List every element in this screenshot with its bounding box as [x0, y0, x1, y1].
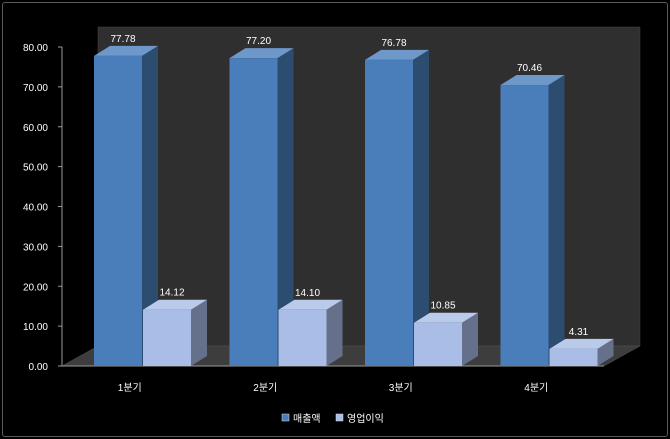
bar-top-profit: [143, 299, 207, 310]
bar-revenue: [94, 55, 142, 367]
y-tick-label: 50.00: [23, 163, 48, 174]
data-label: 76.78: [381, 38, 406, 49]
bar-side-profit: [191, 299, 207, 366]
y-tick-label: 70.00: [23, 83, 48, 94]
data-label: 14.12: [159, 288, 184, 299]
x-tick-label: 2분기: [253, 382, 277, 394]
data-label: 70.46: [517, 63, 542, 74]
y-tick-label: 10.00: [23, 322, 48, 333]
x-tick-label: 3분기: [389, 382, 413, 394]
legend-label-revenue: 매출액: [293, 413, 321, 425]
bar-side-profit: [597, 338, 614, 366]
bar-top-revenue: [229, 48, 294, 59]
bar-side-revenue: [277, 48, 294, 366]
bar-side-profit: [326, 299, 343, 366]
bar-profit: [143, 309, 191, 366]
data-label: 77.78: [110, 34, 135, 45]
bar-profit: [549, 348, 598, 366]
bar-side-revenue: [413, 49, 429, 366]
y-tick-label: 0.00: [29, 362, 49, 373]
bar-top-revenue: [94, 45, 158, 56]
bar-profit: [414, 322, 462, 366]
y-tick-label: 60.00: [23, 123, 48, 134]
bar-side-revenue: [142, 45, 158, 367]
bar-top-profit: [278, 299, 343, 310]
y-tick-label: 30.00: [23, 242, 48, 253]
y-tick-label: 80.00: [23, 43, 48, 54]
bar-revenue: [500, 85, 549, 367]
legend-swatch-revenue: [281, 413, 290, 422]
bar-top-revenue: [500, 75, 565, 86]
y-tick-label: 20.00: [23, 282, 48, 293]
data-label: 4.31: [569, 327, 589, 338]
data-label: 14.10: [295, 288, 320, 299]
legend-label-profit: 영업이익: [347, 412, 384, 425]
y-tick-label: 40.00: [23, 203, 48, 214]
bar-top-profit: [549, 338, 614, 349]
bar-side-profit: [462, 312, 478, 366]
data-label: 10.85: [430, 301, 455, 312]
bar-revenue: [365, 59, 413, 366]
x-tick-label: 1분기: [118, 382, 142, 394]
bar-top-profit: [414, 312, 478, 323]
data-label: 77.20: [246, 36, 271, 47]
x-tick-label: 4분기: [524, 382, 548, 394]
bar-top-revenue: [365, 49, 429, 60]
bar-side-revenue: [548, 75, 565, 367]
bar-revenue: [229, 58, 278, 366]
legend-swatch-profit: [335, 413, 344, 422]
bar-profit: [278, 309, 327, 366]
